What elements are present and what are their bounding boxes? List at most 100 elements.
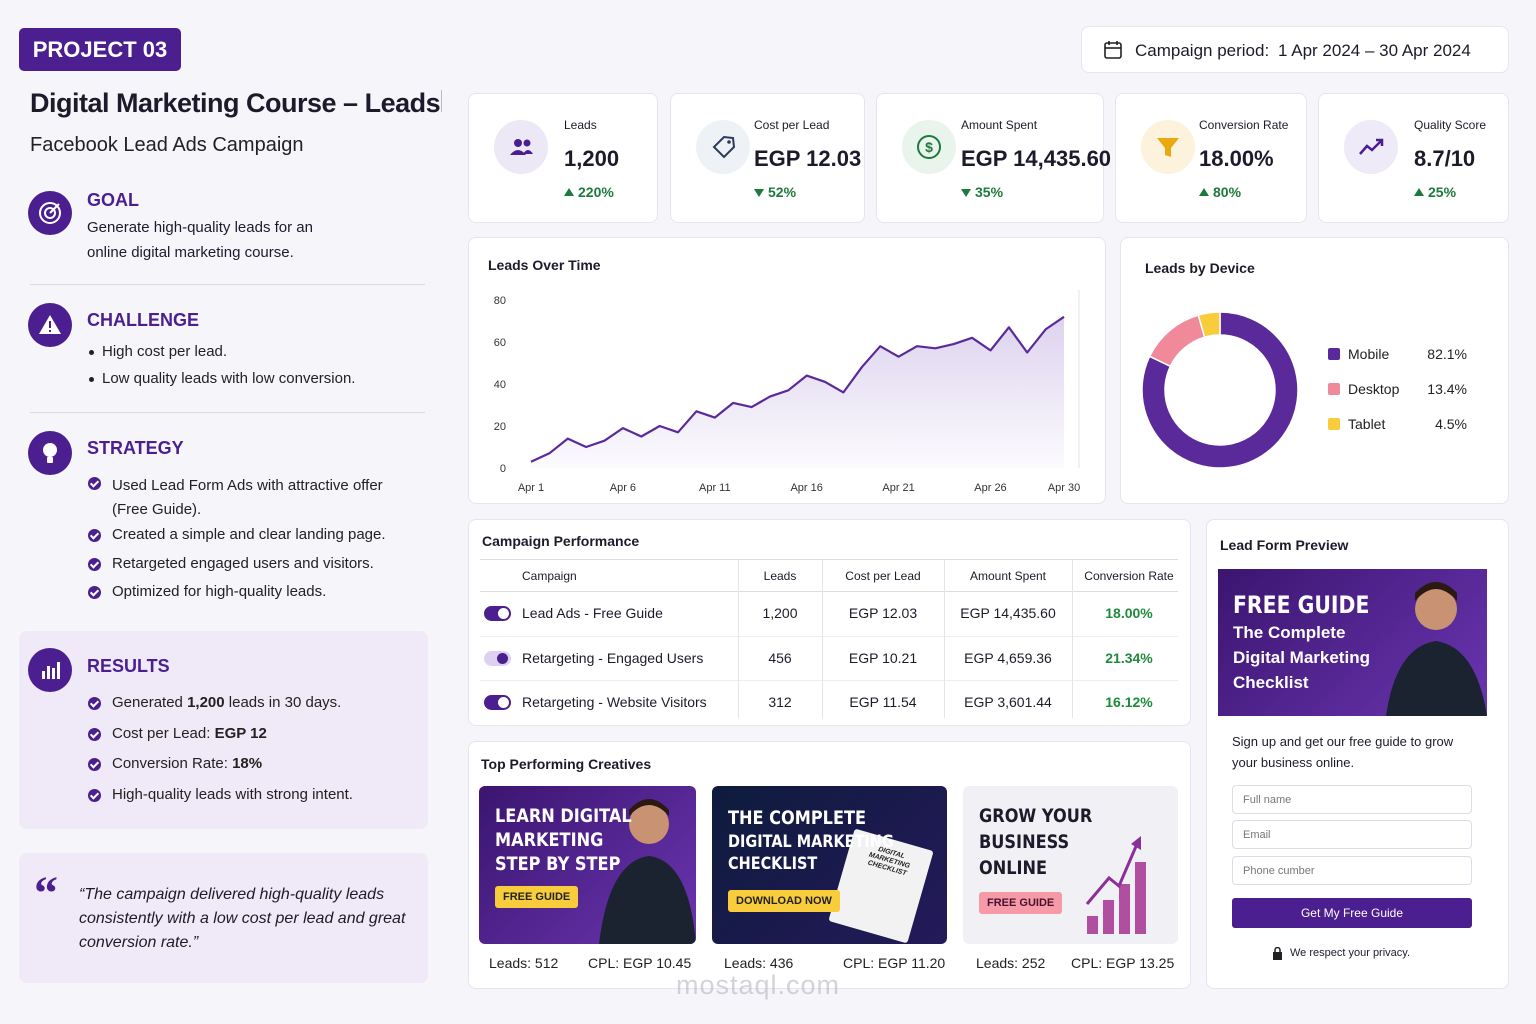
column-header: Conversion Rate [1084,569,1174,583]
results-title: RESULTS [87,656,170,676]
highlight: 18% [232,755,263,772]
page-subtitle: Facebook Lead Ads Campaign [30,134,304,156]
input-field[interactable]: Phone cumber [1232,856,1472,885]
y-tick-label: 20 [494,421,506,433]
quote-panel [19,853,428,983]
creative-headline: DIGITAL MARKETING [728,832,894,852]
table-rule [480,559,1178,560]
result-item: Generated 1,200 leads in 30 days. [112,694,341,711]
table-rule [480,591,1178,592]
column-header: Cost per Lead [845,569,921,583]
legend-swatch [1328,383,1340,395]
quote-text: “The campaign delivered high-quality lea… [79,886,406,951]
check-icon [88,477,101,490]
toggle-knob [497,653,508,664]
strategy-title: STRATEGY [87,438,184,458]
kpi-value: 18.00% [1199,146,1274,171]
column-header: Amount Spent [969,569,1047,583]
table-cell: 21.34% [1105,650,1153,666]
project-badge: PROJECT 03 [19,28,181,71]
check-icon [88,558,101,571]
kpi-icon [696,120,750,174]
donut-segment [1197,311,1221,339]
bullet [89,350,94,355]
period-box [1081,26,1509,73]
table-cell: 312 [768,694,792,710]
creative-headline: STEP BY STEP [495,853,621,875]
lock-icon [1273,947,1282,960]
check-icon [88,586,101,599]
kpi-change: 35% [975,184,1004,200]
text: leads in 30 days. [224,694,342,711]
result-item: Conversion Rate: 18% [112,755,262,772]
creative-headline: MARKETING [495,829,604,851]
table-cell: 456 [768,650,792,666]
text: Generated [112,694,188,711]
check-icon [88,789,101,802]
table-cell: EGP 12.03 [848,605,918,621]
result-item: High-quality leads with strong intent. [112,786,353,803]
table-cell: EGP 3,601.44 [964,694,1052,710]
kpi-glyph [1359,138,1384,155]
check-icon [88,529,101,542]
creative-leads: Leads: 252 [976,955,1046,971]
table-rule [480,680,1178,681]
y-tick-label: 40 [494,379,506,391]
person-illustration [1386,582,1487,716]
creative-cpl: CPL: EGP 13.25 [1071,955,1175,971]
trend-arrow [754,189,764,197]
kpi-label: Leads [564,118,597,132]
creative-cpl: CPL: EGP 11.20 [843,955,946,971]
trend-arrow [1414,188,1424,196]
y-tick-label: 0 [500,463,506,475]
svg-text:$: $ [925,139,933,155]
column-divider [944,560,945,718]
table-cell: Lead Ads - Free Guide [522,605,663,621]
column-header: Campaign [522,569,577,583]
input-field[interactable]: Email [1232,820,1472,849]
divider [30,284,425,285]
banner-text: Digital Marketing [1233,648,1370,667]
strategy-item: Used Lead Form Ads with attractive offer… [112,477,383,518]
y-tick-label: 80 [494,295,506,307]
legend-swatch [1328,348,1340,360]
divider [30,412,425,413]
area [531,316,1064,468]
kpi-label: Conversion Rate [1199,118,1289,132]
kpi-glyph [1157,138,1179,157]
lead-form-text: Sign up and get our free guide to grow y… [1232,734,1454,770]
x-tick-label: Apr 1 [518,482,544,494]
campaign-table-card [468,519,1191,726]
creative-leads: Leads: 436 [724,955,794,971]
creative-button: DOWNLOAD NOW [728,890,840,912]
table-cell: 18.00% [1105,605,1153,621]
input-field[interactable]: Full name [1232,785,1472,814]
goal-text: Generate high-quality leads for an onlin… [87,219,313,261]
kpi-change: 80% [1213,184,1242,200]
creative-button: FREE GUIDE [979,892,1063,914]
divider [441,90,442,112]
x-tick-label: Apr 26 [974,482,1006,494]
calendar-icon [1104,41,1122,59]
table-cell: EGP 14,435.60 [960,605,1056,621]
banner-title: FREE GUIDE [1233,591,1370,619]
challenge-title: CHALLENGE [87,310,199,330]
toggle-knob [498,697,509,708]
kpi-change: 52% [768,184,797,200]
line [530,315,1065,463]
privacy-note: We respect your privacy. [1290,947,1411,959]
challenge-item: High cost per lead. [102,343,228,360]
creative-headline: ONLINE [979,857,1048,879]
legend-value: 13.4% [1427,381,1467,397]
donut-segment [1148,314,1206,368]
donut-chart: Mobile 82.1% Desktop 13.4% Tablet 4.5% [1141,311,1467,469]
goal-title: GOAL [87,190,139,210]
table-title: Campaign Performance [482,533,640,549]
table-rule [480,636,1178,637]
legend-label: Desktop [1348,381,1400,397]
submit-button[interactable]: Get My Free Guide [1232,898,1472,928]
toggle-knob [498,608,509,619]
page-title: Digital Marketing Course – Leads [30,88,441,118]
kpi-icon [1344,120,1398,174]
